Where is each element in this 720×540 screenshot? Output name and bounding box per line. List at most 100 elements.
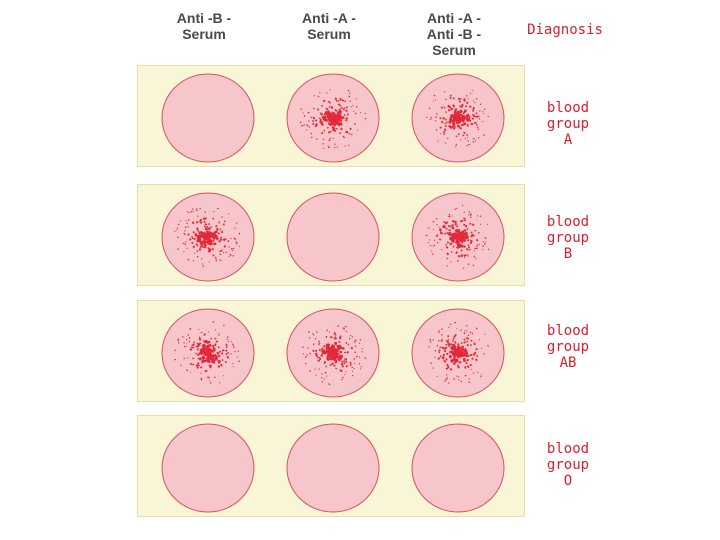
agglutinate-speck [444, 380, 446, 382]
agglutinate-speck [223, 220, 226, 223]
agglutinate-speck [462, 134, 465, 137]
agglutinate-speck [344, 118, 348, 122]
agglutinate-speck [338, 132, 342, 135]
agglutinate-speck [305, 129, 308, 131]
agglutinate-speck [453, 377, 456, 381]
agglutinate-speck [435, 218, 438, 220]
agglutinate-speck [463, 131, 466, 134]
agglutinate-speck [307, 331, 310, 333]
agglutinate-speck [472, 353, 476, 356]
agglutinate-speck [300, 108, 303, 111]
agglutinate-speck [321, 353, 324, 355]
agglutinate-speck [452, 97, 456, 100]
agglutinate-speck [315, 331, 318, 334]
test-strip-row-4 [137, 415, 525, 517]
agglutinate-speck [174, 230, 176, 233]
well-r4-anti-ab [411, 423, 505, 513]
test-strip-row-1 [137, 65, 525, 167]
agglutinate-speck [348, 132, 351, 135]
agglutinate-speck [196, 255, 199, 258]
agglutinate-speck [226, 355, 230, 359]
agglutinate-speck [338, 336, 342, 340]
agglutinate-speck [450, 358, 455, 363]
agglutinate-speck [457, 366, 460, 369]
agglutinate-speck [217, 361, 221, 364]
agglutinate-speck [312, 107, 315, 110]
agglutinate-speck [436, 344, 439, 347]
agglutinate-speck [218, 221, 220, 224]
agglutinate-speck [452, 220, 455, 223]
agglutinate-speck [467, 238, 470, 242]
agglutinate-speck [455, 120, 460, 125]
agglutinate-speck [449, 95, 452, 97]
agglutinate-speck [232, 254, 235, 257]
agglutinate-speck [484, 243, 486, 245]
agglutinate-speck [323, 148, 325, 149]
agglutinate-speck [442, 117, 445, 120]
agglutinate-speck [344, 358, 348, 361]
agglutinate-speck [353, 367, 355, 370]
agglutinate-speck [469, 222, 472, 225]
agglutinate-speck [212, 320, 214, 323]
agglutinate-speck [475, 238, 479, 242]
agglutinate-speck [233, 346, 235, 349]
agglutinate-speck [445, 378, 448, 381]
agglutinate-speck [440, 106, 444, 109]
agglutinate-speck [227, 351, 230, 354]
agglutinate-speck [238, 245, 240, 247]
agglutinate-speck [205, 339, 208, 342]
agglutinate-speck [455, 143, 457, 146]
agglutinate-speck [439, 355, 442, 358]
agglutinate-speck [333, 357, 338, 363]
agglutinate-speck [342, 135, 345, 138]
agglutinate-speck [457, 125, 461, 128]
agglutinate-speck [182, 336, 184, 338]
agglutinate-speck [338, 103, 341, 106]
agglutinate-speck [448, 120, 452, 124]
well-r4-anti-a [286, 423, 380, 513]
agglutinate-speck [438, 226, 440, 228]
agglutinate-speck [472, 140, 475, 143]
agglutinate-speck [451, 233, 455, 237]
agglutinate-speck [344, 373, 346, 376]
agglutinate-speck [433, 94, 436, 97]
agglutinate-speck [460, 380, 463, 383]
agglutinate-speck [475, 123, 478, 126]
agglutinate-speck [213, 376, 216, 379]
agglutinate-speck [463, 219, 467, 222]
agglutinate-speck [337, 325, 340, 328]
agglutinate-speck [449, 242, 453, 246]
agglutinate-speck [312, 116, 316, 120]
agglutinate-speck [341, 360, 344, 363]
agglutinate-speck [177, 338, 180, 340]
agglutinate-speck [447, 104, 450, 108]
agglutinate-speck [455, 225, 459, 228]
agglutinate-speck [358, 362, 361, 365]
agglutinate-speck [464, 138, 466, 140]
agglutinate-speck [222, 251, 225, 254]
agglutinate-speck [432, 244, 435, 247]
agglutinate-speck [456, 234, 461, 238]
diagnosis-label-o: blood group O [546, 441, 590, 489]
agglutinate-speck [213, 353, 218, 359]
agglutinate-speck [472, 89, 474, 91]
agglutinate-speck [229, 253, 231, 256]
agglutinate-speck [322, 99, 326, 103]
agglutinate-speck [221, 359, 224, 362]
agglutinate-speck [458, 100, 461, 103]
agglutinate-speck [318, 342, 321, 346]
agglutinate-speck [199, 231, 204, 235]
agglutinate-speck [475, 358, 478, 362]
agglutinate-speck [328, 383, 330, 385]
agglutinate-speck [187, 357, 189, 359]
agglutinate-speck [464, 236, 468, 240]
agglutinate-speck [326, 375, 328, 377]
agglutinate-speck [435, 234, 439, 238]
agglutinate-speck [225, 352, 228, 356]
agglutinate-speck [463, 98, 466, 101]
agglutinate-speck [345, 106, 349, 109]
agglutinate-speck [343, 114, 346, 117]
agglutinate-speck [186, 211, 188, 213]
agglutinate-speck [332, 122, 336, 126]
diagnosis-label-b: blood group B [546, 214, 590, 262]
